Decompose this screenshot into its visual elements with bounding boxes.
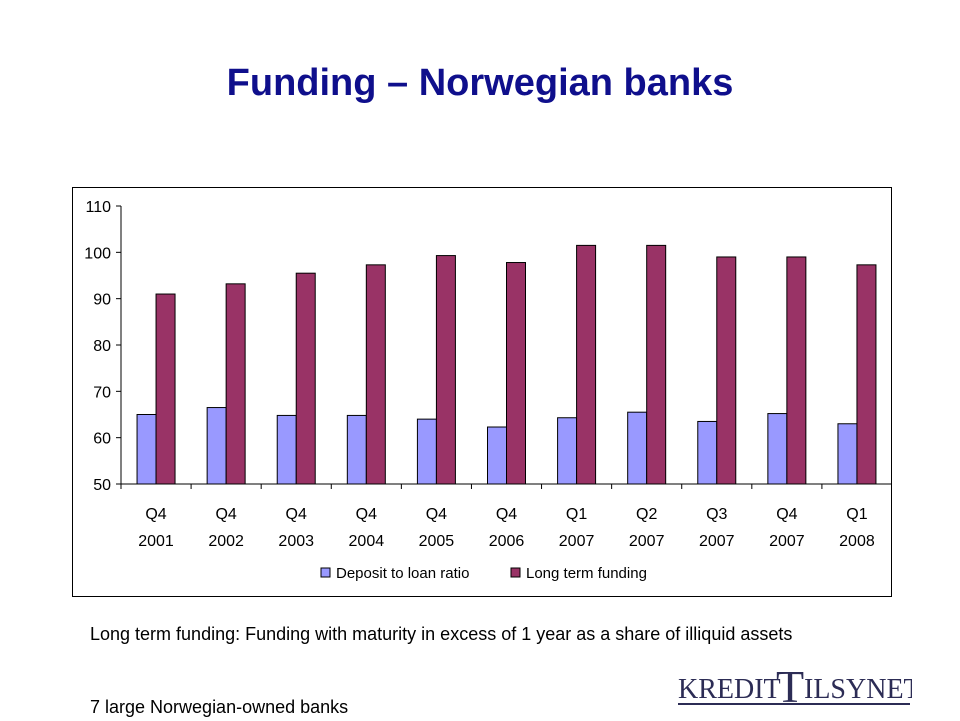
bar-long-term-funding (576, 244, 597, 485)
logo-text-big: T (776, 661, 804, 708)
bar-long-term-funding (225, 283, 246, 485)
x-tick-label-quarter: Q1 (566, 506, 587, 523)
y-tick-label: 50 (93, 477, 111, 494)
bar-chart: 50 60 70 80 90 100 110 Q4 2001 Q4 2002 Q4 2003 Q4 2004… (84, 199, 891, 582)
x-tick-label-year: 2007 (699, 533, 735, 550)
x-tick-label-year: 2007 (559, 533, 595, 550)
x-tick-label-year: 2003 (278, 533, 314, 550)
x-tick-label-year: 2005 (419, 533, 455, 550)
bar-deposit-to-loan (346, 414, 367, 485)
bar-long-term-funding (506, 262, 526, 485)
bar-long-term-funding (435, 255, 456, 485)
bar-deposit-to-loan (557, 417, 578, 485)
x-tick-label-quarter: Q3 (706, 506, 727, 523)
bar-deposit-to-loan (767, 413, 788, 485)
legend-swatch (320, 567, 331, 578)
x-tick-label-quarter: Q4 (496, 506, 517, 523)
x-tick-label-year: 2001 (138, 533, 174, 550)
y-tick-label: 90 (93, 292, 111, 309)
x-tick-label-year: 2008 (839, 533, 875, 550)
y-tick-label: 80 (93, 338, 111, 355)
x-tick-label-quarter: Q4 (215, 506, 236, 523)
x-tick-label-quarter: Q4 (426, 506, 447, 523)
bar-deposit-to-loan (276, 414, 297, 485)
x-tick-label-year: 2007 (769, 533, 805, 550)
x-tick-label-quarter: Q1 (846, 506, 867, 523)
bar-long-term-funding (856, 264, 877, 485)
y-tick-label: 70 (93, 384, 111, 401)
bar-deposit-to-loan (837, 423, 858, 485)
bar-long-term-funding (646, 244, 667, 485)
definition-note: Long term funding: Funding with maturity… (90, 624, 793, 644)
sample-note: 7 large Norwegian-owned banks (90, 697, 349, 717)
logo-text-right: ILSYNET (804, 674, 912, 705)
bar-long-term-funding (716, 256, 737, 485)
x-tick-label-quarter: Q2 (636, 506, 657, 523)
y-tick-label: 100 (84, 245, 111, 262)
x-tick-label-quarter: Q4 (145, 506, 166, 523)
bar-long-term-funding (365, 264, 386, 485)
bar-deposit-to-loan (206, 407, 227, 485)
legend-label: Deposit to loan ratio (336, 565, 469, 582)
bar-deposit-to-loan (627, 411, 648, 485)
bar-deposit-to-loan (697, 420, 718, 485)
x-tick-label-year: 2006 (489, 533, 525, 550)
bar-deposit-to-loan (136, 414, 157, 485)
x-tick-label-quarter: Q4 (286, 506, 307, 523)
bar-long-term-funding (155, 293, 176, 485)
kredittilsynet-logo: KREDIT T ILSYNET (678, 661, 912, 708)
bar-long-term-funding (786, 256, 807, 485)
x-tick-label-year: 2007 (629, 533, 665, 550)
legend-swatch (510, 567, 521, 578)
y-tick-label: 110 (85, 199, 111, 216)
bar-long-term-funding (295, 272, 316, 485)
x-tick-label-quarter: Q4 (776, 506, 797, 523)
y-tick-label: 60 (93, 431, 111, 448)
logo-text-left: KREDIT (678, 674, 781, 705)
bar-deposit-to-loan (416, 418, 437, 485)
legend-label: Long term funding (526, 565, 647, 582)
bar-deposit-to-loan (487, 426, 507, 485)
x-tick-label-year: 2004 (349, 533, 385, 550)
x-tick-label-year: 2002 (208, 533, 244, 550)
chart-frame: 50 60 70 80 90 100 110 Q4 2001 Q4 2002 Q4 2003 Q4 2004… (72, 187, 892, 597)
x-tick-label-quarter: Q4 (356, 506, 377, 523)
page-title: Funding – Norwegian banks (226, 62, 734, 104)
